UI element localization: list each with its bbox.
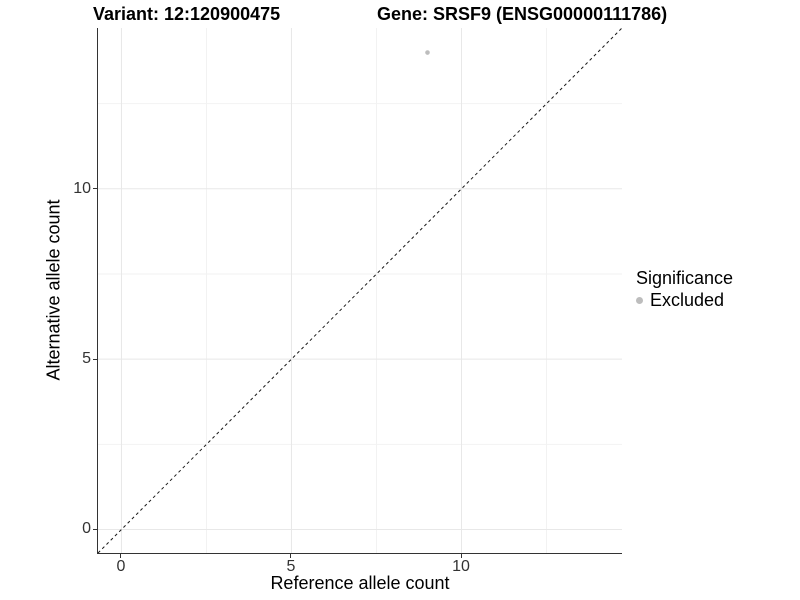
legend-item-label: Excluded (650, 290, 725, 310)
x-tick-mark (460, 554, 462, 558)
excluded-point-icon (636, 296, 643, 304)
x-axis-line (97, 553, 622, 554)
legend: Significance Excluded (632, 268, 733, 310)
y-tick-mark (93, 528, 97, 530)
legend-title: Significance (636, 268, 734, 288)
x-tick-mark (290, 554, 292, 558)
plot-svg (97, 28, 622, 553)
y-axis-line (97, 28, 98, 554)
x-axis-title: Reference allele count (270, 573, 450, 593)
x-tick-label: 10 (452, 558, 470, 575)
plot-panel (97, 28, 622, 553)
x-tick-label: 5 (286, 558, 296, 575)
y-tick-label: 10 (73, 179, 91, 197)
y-tick-mark (93, 188, 97, 190)
x-tick-label: 0 (116, 558, 126, 575)
y-tick-label: 0 (82, 520, 91, 538)
x-tick-mark (120, 554, 122, 558)
data-point-excluded (424, 50, 430, 55)
y-tick-mark (93, 358, 97, 360)
plot-title-variant: Variant: 12:120900475 (93, 4, 281, 24)
plot-title-gene: Gene: SRSF9 (ENSG00000111786) (377, 4, 668, 24)
y-tick-label: 5 (82, 350, 91, 368)
identity-line (97, 28, 622, 553)
legend-key (632, 293, 647, 308)
legend-item-excluded: Excluded (632, 290, 733, 310)
